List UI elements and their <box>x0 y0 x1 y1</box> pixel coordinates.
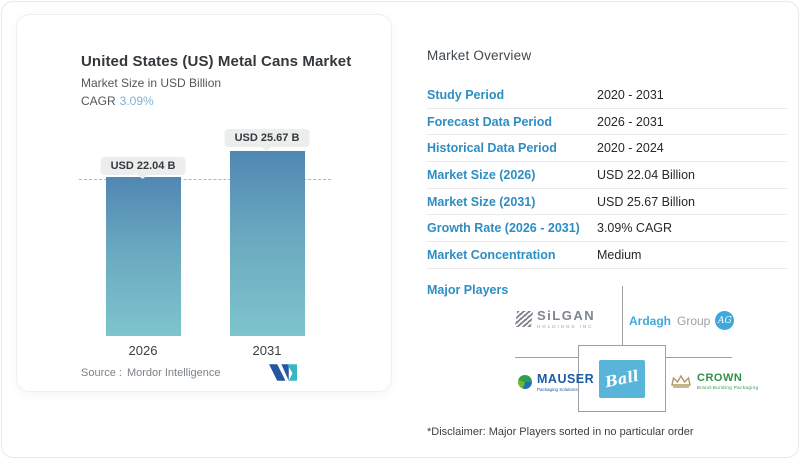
crown-subtext: Brand-Building Packaging <box>697 385 759 390</box>
ardagh-group-logo: Ardagh Group AG <box>629 311 735 330</box>
table-row: Growth Rate (2026 - 2031) 3.09% CAGR <box>427 215 787 243</box>
market-chart-card: United States (US) Metal Cans Market Mar… <box>16 14 392 392</box>
cagr-value: 3.09% <box>119 94 154 108</box>
silgan-hatch-icon <box>514 310 534 327</box>
row-value: 3.09% CAGR <box>597 221 673 236</box>
row-value: 2020 - 2031 <box>597 87 664 102</box>
players-connector-vertical <box>622 286 623 345</box>
ardagh-ag-badge-icon: AG <box>715 311 735 330</box>
x-axis-label-2031: 2031 <box>252 343 282 358</box>
row-label: Study Period <box>427 87 505 102</box>
row-label: Growth Rate (2026 - 2031) <box>427 221 580 236</box>
mauser-subtext: Packaging Solutions <box>537 387 578 392</box>
reference-line <box>79 179 331 181</box>
row-label: Forecast Data Period <box>427 114 553 129</box>
table-row: Study Period 2020 - 2031 <box>427 82 787 109</box>
ball-name: Ball <box>603 366 641 391</box>
row-value: USD 22.04 Billion <box>597 167 695 182</box>
table-row: Historical Data Period 2020 - 2024 <box>427 135 787 163</box>
overview-heading: Market Overview <box>427 48 532 63</box>
ardagh-name-part2: Group <box>677 313 711 328</box>
row-value: 2020 - 2024 <box>597 141 664 156</box>
row-label: Market Size (2031) <box>427 194 536 209</box>
table-row: Market Concentration Medium <box>427 242 787 269</box>
table-row: Market Size (2026) USD 22.04 Billion <box>427 162 787 189</box>
major-players-label: Major Players <box>427 283 509 297</box>
cagr-row: CAGR 3.09% <box>81 94 154 108</box>
mordor-intelligence-logo <box>269 364 297 381</box>
source-label: Source : <box>81 367 122 379</box>
ardagh-name-part1: Ardagh <box>629 313 671 328</box>
row-value: USD 25.67 Billion <box>597 194 695 209</box>
bar-2031 <box>230 151 305 336</box>
row-value: 2026 - 2031 <box>597 114 664 129</box>
row-value: Medium <box>597 247 642 262</box>
x-axis-label-2026: 2026 <box>128 343 158 358</box>
chart-title: United States (US) Metal Cans Market <box>81 53 352 70</box>
disclaimer-text: *Disclaimer: Major Players sorted in no … <box>427 426 694 438</box>
ball-logo: Ball <box>599 359 645 398</box>
table-row: Forecast Data Period 2026 - 2031 <box>427 109 787 136</box>
silgan-logo: SiLGAN HOLDINGS INC <box>514 308 596 329</box>
silgan-name: SiLGAN <box>537 308 596 323</box>
mauser-logo: MAUSER Packaging Solutions <box>518 372 594 392</box>
crown-icon <box>671 374 691 388</box>
chart-subtitle: Market Size in USD Billion <box>81 76 222 90</box>
source-attribution: Source : Mordor Intelligence <box>81 367 221 379</box>
cagr-label: CAGR <box>81 94 116 108</box>
silgan-subtext: HOLDINGS INC <box>537 324 594 329</box>
crown-name: CROWN <box>697 372 743 384</box>
row-label: Market Size (2026) <box>427 167 536 182</box>
source-value: Mordor Intelligence <box>126 367 221 379</box>
row-label: Market Concentration <box>427 247 556 262</box>
ball-logo-box: Ball <box>578 345 666 412</box>
bar-2026 <box>106 177 181 336</box>
row-label: Historical Data Period <box>427 141 557 156</box>
table-row: Market Size (2031) USD 25.67 Billion <box>427 189 787 216</box>
bar-value-label-2026: USD 22.04 B <box>100 157 186 175</box>
bar-value-label-2031: USD 25.67 B <box>224 129 310 147</box>
mauser-globe-icon <box>518 375 532 389</box>
crown-logo: CROWN Brand-Building Packaging <box>670 372 758 390</box>
mauser-name: MAUSER <box>537 372 595 386</box>
overview-table: Study Period 2020 - 2031 Forecast Data P… <box>427 82 787 269</box>
